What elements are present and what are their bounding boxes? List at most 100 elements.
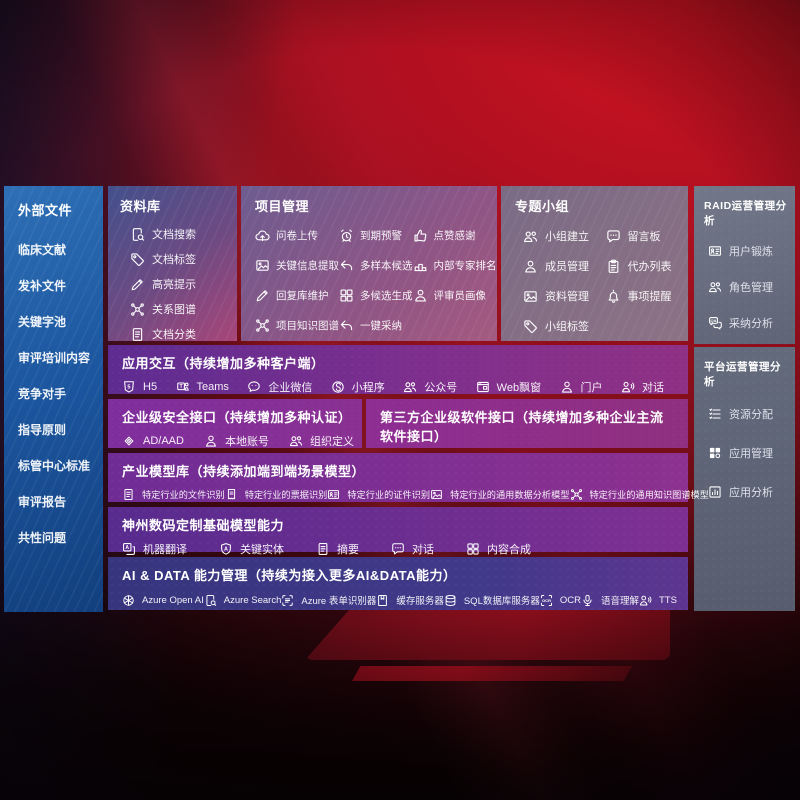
item-label: 成员管理 <box>545 261 589 273</box>
feature-item: 代办列表 <box>606 258 682 274</box>
feature-item: A 机器翻译 <box>122 541 187 557</box>
panel-title: 项目管理 <box>255 199 310 214</box>
item-label: 审评报告 <box>18 495 67 509</box>
item-label: 事项提醒 <box>627 291 672 303</box>
item-label: 指导原则 <box>18 423 67 437</box>
feature-item: 摘要 <box>316 541 359 557</box>
feature-row: Azure Open AI Azure Search Azure 表单识别器 缓存服务… <box>122 593 677 607</box>
item-label: 小程序 <box>351 382 385 394</box>
item-label: 特定行业的通用知识图谱模型 <box>589 490 709 500</box>
svg-text:A: A <box>125 545 129 551</box>
item-label: 门户 <box>580 382 603 394</box>
item-label: 小组标签 <box>545 321 589 333</box>
sidebar-item: 审评培训内容 <box>18 349 103 366</box>
feature-item: 对话 <box>621 379 664 395</box>
feature-item: 特定行业的通用知识图谱模型 <box>570 487 709 501</box>
people-icon <box>403 380 417 394</box>
item-label: 一键采纳 <box>360 320 402 332</box>
feature-item: 文档标签 <box>130 251 229 267</box>
id-card-icon <box>327 488 340 501</box>
band-enterprise-security-interface: 企业级安全接口（持续增加多种认证） AD/AAD 本地账号 组织定义 <box>108 399 362 448</box>
sidebar-item: 临床文献 <box>18 241 103 258</box>
item-label: 代办列表 <box>627 261 672 273</box>
people-icon <box>523 229 538 244</box>
svg-text:A: A <box>224 547 228 553</box>
tts-icon <box>621 380 635 394</box>
translate-icon: A <box>122 542 136 556</box>
background-laptop-silhouette <box>305 602 670 660</box>
band-ai-data-capability-management: AI & DATA 能力管理（持续为接入更多AI&DATA能力） Azure O… <box>108 557 688 610</box>
alarm-icon <box>339 228 354 243</box>
feature-item: Azure Open AI <box>122 594 204 607</box>
panel-data-library: 资料库 文档搜索 文档标签 高亮提示 关系图谱 文档分类 <box>108 186 237 341</box>
grid-icon <box>339 288 354 303</box>
h5-badge-icon: 5 <box>122 380 136 394</box>
chart-box-icon <box>708 485 722 499</box>
feature-item: 5 H5 <box>122 380 157 394</box>
item-label: 关键字池 <box>18 315 67 329</box>
chat-dots-icon <box>606 229 621 244</box>
item-label: 到期预警 <box>360 230 402 242</box>
sidebar-item: 发补文件 <box>18 277 103 294</box>
item-label: 特定行业的票据识别 <box>244 490 328 500</box>
item-label: 资源分配 <box>729 409 773 421</box>
band-application-interaction: 应用交互（持续增加多种客户端） 5 H5 T Teams 企业微信 小程序 公众号 Web飘窗… <box>108 345 688 394</box>
feature-grid: 问卷上传 到期预警 点赞感谢 关键信息提取 多样本候选 内部专家排名 回复库维护 多候选生成 评… <box>255 228 497 333</box>
feature-item: 一键采纳 <box>339 318 413 333</box>
feature-item: 多候选生成 <box>339 288 413 303</box>
item-label: 问卷上传 <box>276 230 318 242</box>
person-icon <box>413 288 428 303</box>
feature-item: 回复库维护 <box>255 288 339 303</box>
item-label: 用户锻炼 <box>729 246 773 258</box>
item-label: 内容合成 <box>487 544 531 556</box>
feature-item: 门户 <box>560 379 603 395</box>
feature-item: 特定行业的通用数据分析模型 <box>430 487 570 501</box>
item-label: 摘要 <box>337 544 359 556</box>
doc-icon <box>316 542 330 556</box>
feature-item: 缓存服务器 <box>376 593 444 607</box>
sidebar-item: 竞争对手 <box>18 385 103 402</box>
person-icon <box>523 259 538 274</box>
feature-item: 组织定义 <box>289 433 354 449</box>
item-label: 内部专家排名 <box>433 260 497 272</box>
feature-item: QA 采纳分析 <box>708 315 791 331</box>
image-icon <box>523 289 538 304</box>
feature-item: A 关键实体 <box>219 541 284 557</box>
item-label: 点赞感谢 <box>433 230 476 242</box>
feature-item: 特定行业的文件识别 <box>122 487 225 501</box>
feature-row: 特定行业的文件识别 特定行业的票据识别 特定行业的证件识别 特定行业的通用数据分析模型… <box>122 487 709 501</box>
person-icon <box>204 434 218 448</box>
feature-item: Azure 表单识别器 <box>281 593 376 607</box>
item-label: 角色管理 <box>729 282 773 294</box>
network-icon <box>130 302 145 317</box>
item-label: TTS <box>659 594 677 606</box>
item-label: 文档搜索 <box>152 229 196 241</box>
doc-icon <box>130 327 145 342</box>
item-label: 应用管理 <box>729 448 773 460</box>
clipboard-icon <box>606 259 621 274</box>
feature-grid: 小组建立 留言板 成员管理 代办列表 资料管理 事项提醒 小组标签 <box>515 228 682 334</box>
feature-item: 高亮提示 <box>130 276 229 292</box>
svg-text:5: 5 <box>127 385 130 391</box>
feature-item: 资源分配 <box>708 406 791 422</box>
feature-item: SQL数据库服务器 <box>444 593 540 607</box>
teams-badge-icon: T <box>176 380 190 394</box>
cloud-upload-icon <box>255 228 270 243</box>
tag-icon <box>523 319 538 334</box>
item-label: 多样本候选 <box>360 260 413 272</box>
svg-text:T: T <box>179 384 183 390</box>
item-label: 机器翻译 <box>143 544 187 556</box>
item-label: 竞争对手 <box>18 387 67 401</box>
id-card-icon <box>708 244 722 258</box>
sidebar-item: 共性问题 <box>18 529 103 546</box>
item-label: 对话 <box>641 382 664 394</box>
database-icon <box>444 594 457 607</box>
item-label: 应用分析 <box>729 487 773 499</box>
feature-item: 项目知识图谱 <box>255 318 339 333</box>
feature-item: Azure Search <box>204 594 281 607</box>
panel-title: 资料库 <box>120 199 161 214</box>
feature-item: 内部专家排名 <box>413 258 497 273</box>
sidebar-item-list: 临床文献 发补文件 关键字池 审评培训内容 竞争对手 指导原则 标管中心标准 审评报告 共性问题 <box>18 241 103 546</box>
item-label: 文档分类 <box>152 329 196 341</box>
feature-item: 本地账号 <box>204 433 269 449</box>
